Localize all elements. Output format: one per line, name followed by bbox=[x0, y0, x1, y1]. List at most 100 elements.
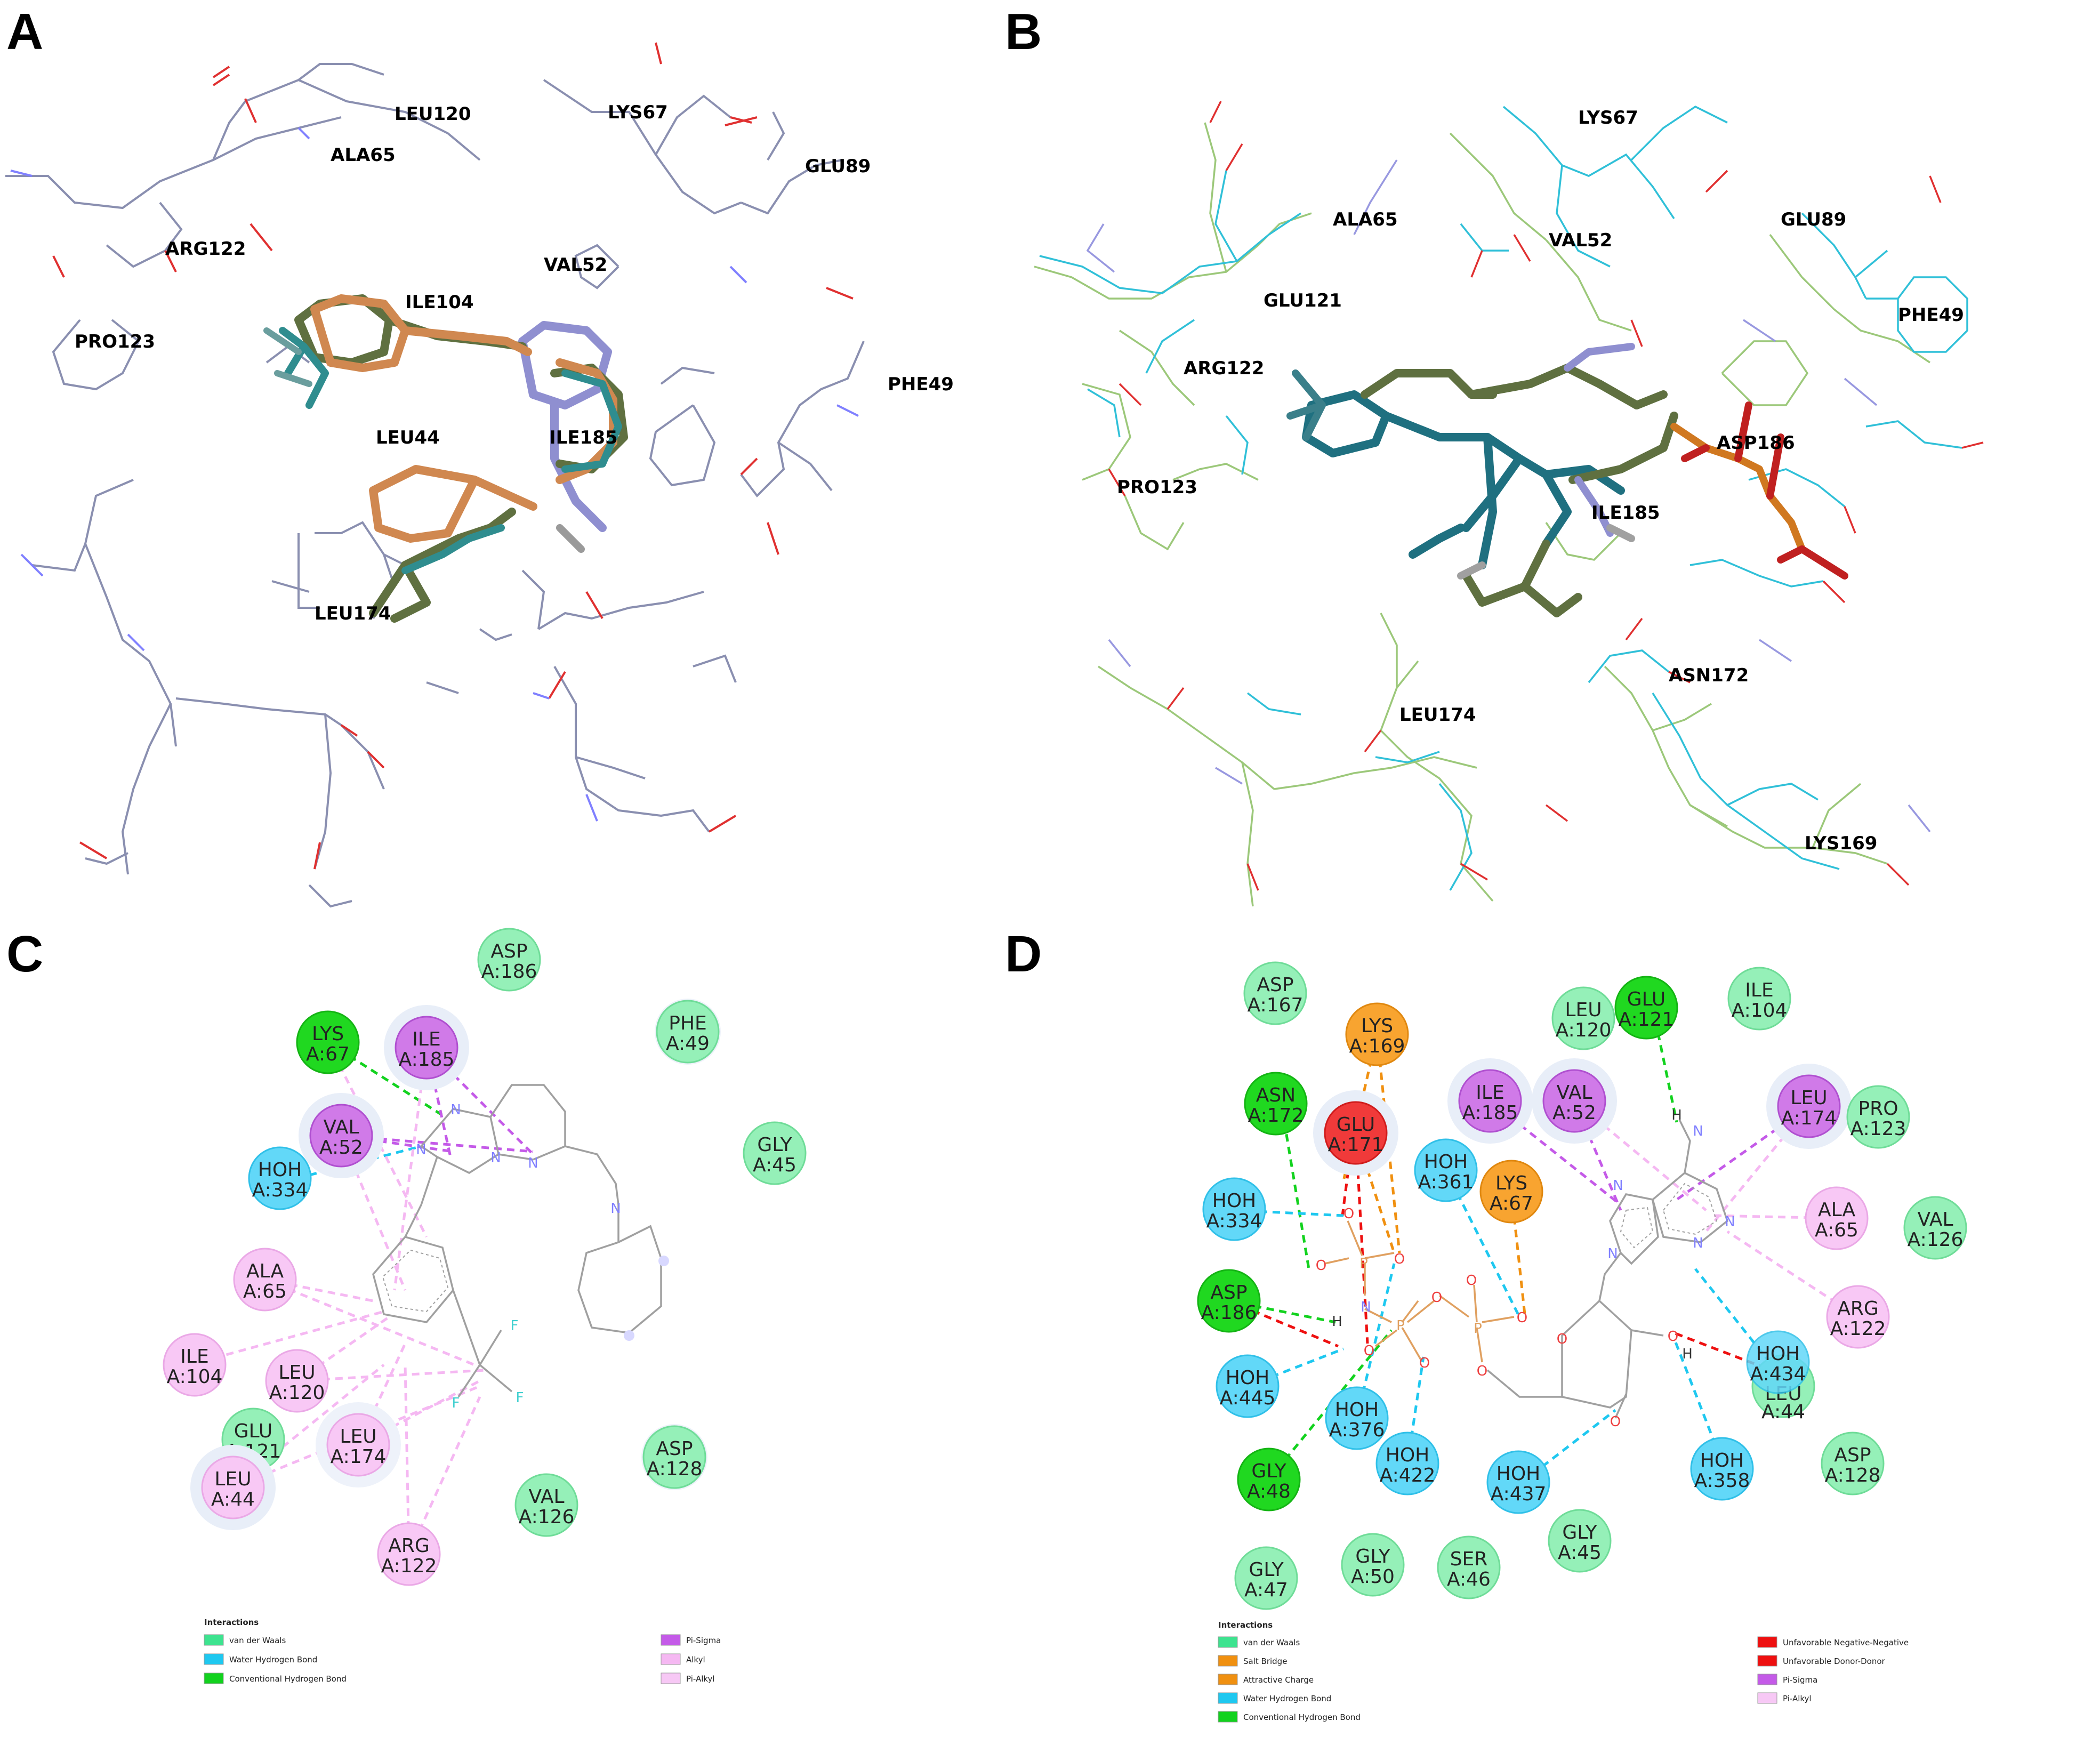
residue-name: ARG bbox=[1837, 1298, 1879, 1320]
residue-label: PRO123 bbox=[75, 331, 155, 352]
residue-name: GLU bbox=[1337, 1114, 1375, 1136]
legend-label: Attractive Charge bbox=[1243, 1675, 1314, 1685]
residue-label: ALA65 bbox=[331, 144, 396, 166]
legend-item: Unfavorable Negative-Negative bbox=[1757, 1636, 1909, 1648]
residue-name: GLU bbox=[1627, 988, 1666, 1010]
residue-name: GLY bbox=[1355, 1546, 1390, 1567]
residue-name: LEU bbox=[214, 1468, 251, 1490]
legend-item: van der Waals bbox=[1218, 1636, 1300, 1648]
residue-chain: A:50 bbox=[1351, 1566, 1395, 1588]
panel-d: D bbox=[1005, 926, 1967, 1723]
residue-name: LYS bbox=[1495, 1172, 1527, 1194]
residue-chain: A:52 bbox=[319, 1137, 363, 1159]
residue-name: ILE bbox=[180, 1346, 208, 1368]
residue-chain: A:45 bbox=[1558, 1542, 1602, 1564]
atom-n: N bbox=[1725, 1214, 1735, 1230]
residue-disc: SER A:46 bbox=[1437, 1535, 1501, 1599]
residue-name: VAL bbox=[1556, 1082, 1592, 1104]
residue-disc: LYS A:67 bbox=[1479, 1160, 1543, 1224]
legend-item: Pi-Alkyl bbox=[661, 1672, 715, 1684]
residue-chain: A:434 bbox=[1750, 1363, 1806, 1385]
panel-b-ligand-overlay bbox=[1286, 343, 1848, 617]
residue-label: LYS67 bbox=[608, 102, 668, 123]
residue-chain: A:47 bbox=[1244, 1579, 1288, 1601]
residue-label: LYS67 bbox=[1578, 107, 1638, 128]
residue-chain: A:174 bbox=[1781, 1107, 1837, 1129]
residue-name: ILE bbox=[1476, 1082, 1504, 1104]
residue-disc: VAL A:52 bbox=[299, 1093, 384, 1178]
residue-disc: ILE A:185 bbox=[384, 1005, 469, 1090]
residue-disc: ILE A:104 bbox=[163, 1333, 227, 1397]
residue-chain: A:45 bbox=[753, 1154, 796, 1176]
legend-item: Water Hydrogen Bond bbox=[204, 1653, 317, 1665]
residue-disc: ARG A:122 bbox=[1826, 1285, 1890, 1349]
legend-item: van der Waals bbox=[204, 1634, 286, 1646]
residue-disc: LEU A:120 bbox=[265, 1349, 329, 1413]
residue-name: ARG bbox=[388, 1535, 430, 1557]
residue-chain: A:126 bbox=[1908, 1229, 1964, 1251]
residue-disc: LYS A:67 bbox=[296, 1010, 360, 1074]
atom-o: O bbox=[1316, 1258, 1326, 1274]
atom-f: F bbox=[511, 1318, 519, 1334]
residue-disc: HOH A:422 bbox=[1375, 1432, 1439, 1495]
legend-label: Pi-Alkyl bbox=[686, 1674, 715, 1684]
residue-label: PHE49 bbox=[888, 374, 954, 395]
panel-d-label: D bbox=[1005, 926, 1042, 983]
residue-name: HOH bbox=[1756, 1343, 1800, 1365]
legend-label: Salt Bridge bbox=[1243, 1656, 1287, 1666]
residue-name: ILE bbox=[412, 1028, 440, 1050]
residue-label: ILE185 bbox=[1591, 502, 1660, 524]
legend-title: Interactions bbox=[1218, 1620, 1273, 1630]
residue-chain: A:48 bbox=[1247, 1481, 1291, 1502]
atom-o: O bbox=[1394, 1251, 1405, 1267]
residue-disc: HOH A:437 bbox=[1486, 1450, 1550, 1514]
atom-n: N bbox=[490, 1150, 501, 1166]
panel-c-legend: Interactions van der Waals Water Hydroge… bbox=[204, 1618, 721, 1684]
residue-chain: A:122 bbox=[381, 1555, 437, 1577]
panel-c: C bbox=[6, 926, 807, 1684]
residue-label: ILE104 bbox=[405, 292, 474, 313]
residue-chain: A:126 bbox=[519, 1506, 575, 1528]
residue-label: ARG122 bbox=[1184, 358, 1264, 379]
atom-h: H bbox=[1332, 1314, 1342, 1330]
residue-disc: ARG A:122 bbox=[377, 1522, 441, 1586]
residue-disc: LEU A:174 bbox=[1766, 1064, 1852, 1149]
residue-disc: HOH A:361 bbox=[1414, 1138, 1478, 1202]
residue-chain: A:186 bbox=[1201, 1302, 1257, 1324]
residue-label: LEU174 bbox=[1399, 704, 1476, 726]
residue-chain: A:171 bbox=[1328, 1134, 1384, 1156]
atom-o: O bbox=[1343, 1206, 1354, 1222]
residue-name: HOH bbox=[1700, 1450, 1744, 1471]
atom-f: F bbox=[516, 1390, 524, 1406]
residue-chain: A:334 bbox=[1206, 1210, 1262, 1232]
residue-name: GLY bbox=[1249, 1559, 1284, 1581]
residue-disc: GLY A:45 bbox=[1548, 1509, 1612, 1573]
legend-label: van der Waals bbox=[229, 1636, 286, 1645]
residue-label: GLU121 bbox=[1264, 290, 1342, 311]
panel-d-ligand-structure bbox=[1324, 1119, 1729, 1419]
legend-item: Water Hydrogen Bond bbox=[1218, 1692, 1331, 1704]
residue-disc: VAL A:126 bbox=[1903, 1196, 1967, 1260]
residue-chain: A:120 bbox=[269, 1382, 325, 1404]
residue-label: PRO123 bbox=[1117, 477, 1197, 498]
panel-a-nitrogen-bonds bbox=[10, 127, 859, 822]
residue-label: GLU89 bbox=[1781, 209, 1846, 230]
residue-label: VAL52 bbox=[1549, 230, 1612, 251]
panel-b-wireframe-cyan bbox=[1039, 105, 1968, 891]
residue-label: GLU89 bbox=[805, 156, 871, 177]
residue-name: ALA bbox=[1818, 1199, 1856, 1221]
residue-chain: A:49 bbox=[666, 1033, 710, 1055]
residue-name: GLU bbox=[234, 1420, 273, 1442]
residue-disc: ALA A:65 bbox=[1805, 1186, 1869, 1250]
residue-name: GLY bbox=[1562, 1522, 1597, 1543]
residue-name: ASP bbox=[1834, 1444, 1871, 1466]
residue-chain: A:128 bbox=[647, 1458, 703, 1480]
residue-chain: A:65 bbox=[243, 1281, 287, 1302]
atom-n: N bbox=[1607, 1246, 1618, 1262]
residue-name: LEU bbox=[340, 1426, 376, 1448]
residue-chain: A:128 bbox=[1825, 1465, 1881, 1486]
residue-label: ILE185 bbox=[549, 427, 618, 448]
legend-item: Pi-Sigma bbox=[1757, 1674, 1817, 1685]
atom-o: O bbox=[1419, 1355, 1430, 1371]
